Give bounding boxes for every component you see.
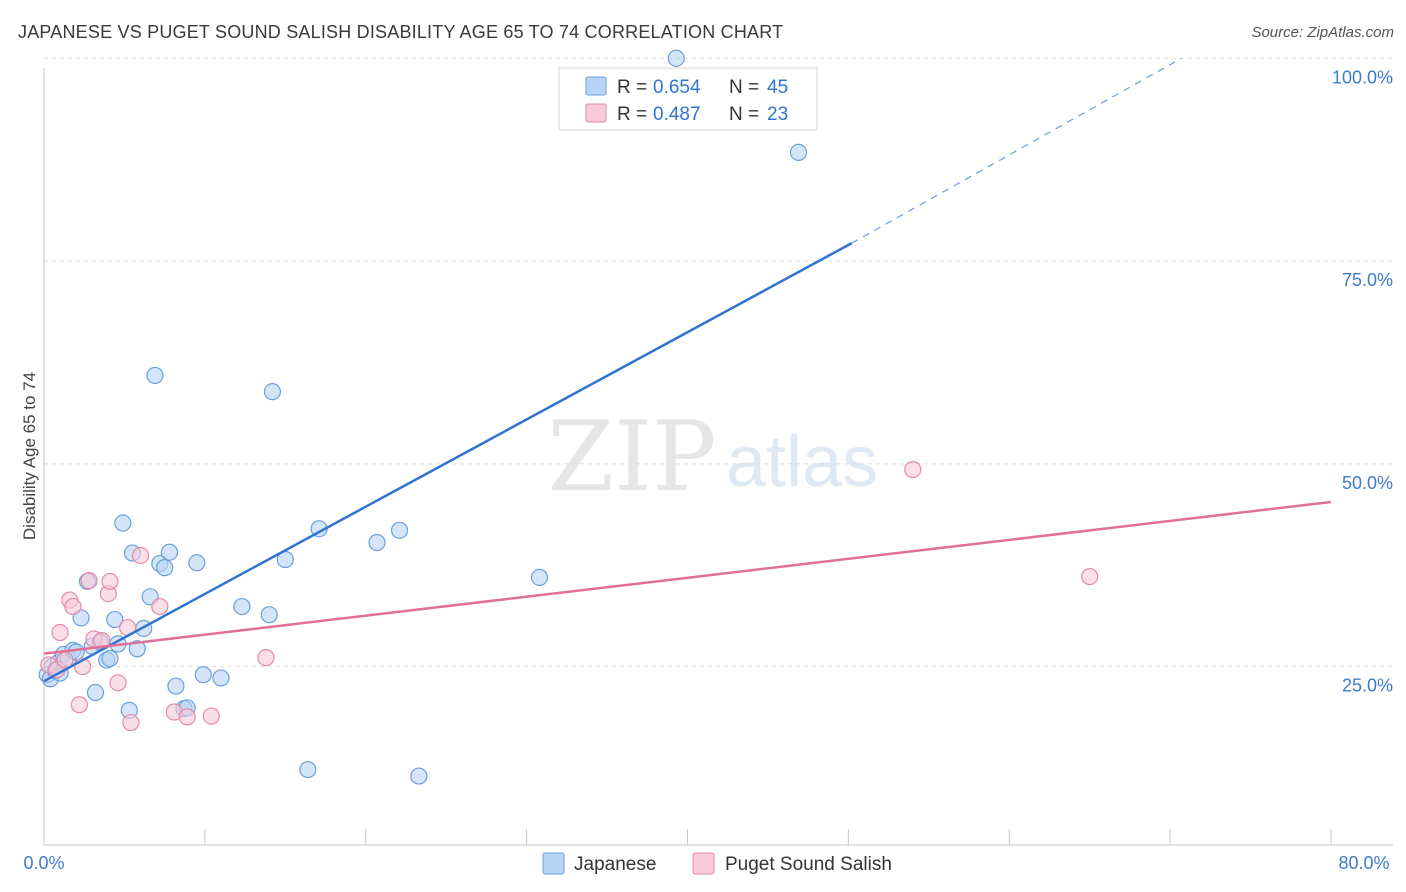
source-credit: Source: ZipAtlas.com xyxy=(1251,24,1394,41)
japanese-point xyxy=(263,383,282,401)
x-tick-label-min: 0.0% xyxy=(23,853,64,873)
series-legend-swatch-japanese xyxy=(542,852,565,875)
japanese-point xyxy=(390,521,409,539)
japanese-point xyxy=(194,666,212,684)
salish-trend-line xyxy=(43,500,1332,655)
salish-point xyxy=(1081,567,1099,586)
legend-swatch-japanese xyxy=(585,76,607,96)
japanese-point xyxy=(233,597,251,616)
legend-n-label: N = xyxy=(729,77,759,98)
japanese-point xyxy=(410,767,428,785)
salish-point xyxy=(64,597,82,616)
japanese-trend-line xyxy=(43,242,853,683)
x-tick-label-max: 80.0% xyxy=(1338,853,1389,873)
watermark-atlas: atlas xyxy=(726,422,878,502)
japanese-point xyxy=(156,559,174,577)
watermark: ZIP atlas xyxy=(547,401,878,513)
japanese-point xyxy=(101,649,119,668)
japanese-point xyxy=(86,683,105,702)
japanese-point xyxy=(106,610,124,629)
chart-title: JAPANESE VS PUGET SOUND SALISH DISABILIT… xyxy=(18,22,784,42)
salish-point xyxy=(101,572,119,591)
japanese-point xyxy=(128,640,146,658)
japanese-trend-extension xyxy=(851,57,1182,244)
japanese-point xyxy=(188,554,206,572)
salish-point xyxy=(51,623,69,642)
legend-r-value-salish: 0.487 xyxy=(653,104,701,125)
salish-point xyxy=(257,649,275,667)
salish-point xyxy=(109,674,127,692)
japanese-point xyxy=(667,49,685,67)
japanese-point xyxy=(530,568,549,586)
grid-lines xyxy=(44,57,1393,668)
stats-legend: R = 0.654 N = 45 R = 0.487 N = 23 xyxy=(558,67,818,131)
japanese-point xyxy=(212,669,230,687)
salish-point xyxy=(151,597,169,616)
y-tick-label: 75.0% xyxy=(1342,270,1393,290)
legend-n-label: N = xyxy=(729,104,759,125)
japanese-point xyxy=(167,677,185,695)
japanese-point xyxy=(368,533,386,552)
y-tick-label: 50.0% xyxy=(1342,473,1393,493)
salish-point xyxy=(131,546,150,565)
japanese-point xyxy=(299,760,317,779)
salish-point xyxy=(70,696,88,714)
salish-point xyxy=(122,713,140,732)
legend-n-value-japanese: 45 xyxy=(767,77,788,98)
watermark-zip: ZIP xyxy=(547,401,716,513)
data-points xyxy=(38,49,1099,785)
series-legend-label-salish: Puget Sound Salish xyxy=(725,854,892,875)
salish-point xyxy=(80,572,98,590)
x-ticks xyxy=(43,829,1332,845)
japanese-point xyxy=(114,514,132,532)
legend-n-value-salish: 23 xyxy=(767,104,788,125)
series-legend: Japanese Puget Sound Salish xyxy=(542,852,892,875)
japanese-point xyxy=(260,606,278,624)
salish-point xyxy=(904,460,922,479)
y-tick-label: 25.0% xyxy=(1342,676,1393,696)
series-legend-label-japanese: Japanese xyxy=(574,854,656,875)
legend-r-value-japanese: 0.654 xyxy=(653,77,701,98)
japanese-point xyxy=(146,366,164,385)
series-legend-swatch-salish xyxy=(692,852,715,875)
japanese-point xyxy=(160,543,179,561)
salish-point xyxy=(202,707,220,725)
trend-lines xyxy=(43,57,1332,683)
y-tick-label: 100.0% xyxy=(1332,67,1393,87)
legend-swatch-salish xyxy=(585,103,607,123)
legend-r-label: R = xyxy=(617,104,647,125)
y-axis-label: Disability Age 65 to 74 xyxy=(20,372,39,540)
y-tick-labels: 25.0% 50.0% 75.0% 100.0% xyxy=(1332,67,1393,695)
japanese-point xyxy=(789,143,808,162)
salish-point xyxy=(178,708,196,726)
axes xyxy=(43,68,1393,846)
legend-r-label: R = xyxy=(617,77,647,98)
